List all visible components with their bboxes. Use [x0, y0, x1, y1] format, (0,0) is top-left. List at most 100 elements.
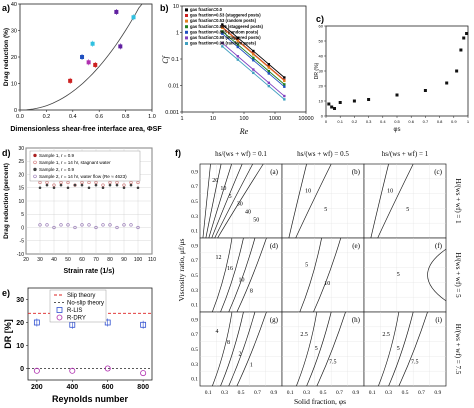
panel-d-point: [108, 183, 112, 187]
panel-b-point: [221, 26, 224, 30]
panel-f-contour-label: 5: [397, 346, 400, 352]
panel-f-ytick-label: 0.7: [191, 258, 198, 264]
panel-f-subpanel-label: (e): [352, 242, 360, 250]
panel-d-point: [52, 225, 56, 230]
panel-d-point: [38, 186, 42, 190]
panel-f-contour-label: 10: [305, 189, 311, 195]
panel-b-point: [221, 32, 224, 35]
panel-d-legend-entry: Sample 1, r = 0.9: [39, 153, 75, 158]
panel-c-xtick-label: 0.1: [337, 119, 343, 124]
panel-d: d) 20 30 40 50 60 70 80 90 100 110 -10 -5 0 5 10 15 20 25…: [0, 142, 160, 280]
panel-f-ytick-label: 0.1: [191, 303, 198, 309]
panel-a-ytick-label: 40: [11, 2, 17, 8]
panel-f-contour-label: 5: [324, 207, 327, 213]
panel-d-point: [122, 183, 126, 187]
panel-b-legend-marker: [185, 42, 188, 45]
panel-d-legend-entry: Sample 2, r = 14 hr, water flow (Re ≈ 46…: [39, 174, 127, 179]
panel-f-contour-line: [313, 237, 342, 313]
panel-e-ylabel: DR [%]: [3, 319, 13, 349]
panel-e-label: e): [2, 288, 10, 298]
panel-b-legend-marker: [185, 19, 188, 23]
panel-f-contour-line: [220, 311, 244, 387]
panel-d-xtick-label: 100: [134, 257, 143, 263]
panel-f-contour-line: [205, 163, 222, 239]
panel-b-ytick-label: 10: [173, 4, 179, 10]
panel-b-point: [283, 85, 286, 88]
panel-b-point: [221, 30, 224, 33]
panel-d-point: [87, 223, 91, 227]
panel-f-contour-label: 10: [387, 189, 393, 195]
panel-c-point: [395, 93, 399, 97]
panel-c-xtick-label: 0.9: [451, 119, 457, 124]
panel-b-legend-marker: [185, 8, 188, 12]
panel-c-label: c): [316, 14, 324, 24]
panel-f-contour-line: [220, 237, 244, 313]
panel-f-xtick-label: 0.3: [385, 390, 392, 396]
panel-f-contour-label: 2.5: [300, 332, 308, 338]
panel-e-frame: [27, 287, 153, 381]
panel-f-subplot-frame: [281, 163, 365, 239]
panel-d-ytick-label: 10: [18, 199, 24, 205]
panel-f-subpanel-label: (f): [435, 242, 443, 250]
panel-f-ytick-label: 0.5: [191, 347, 198, 353]
panel-f-col-header: hs/(ws + wf) = 0.5: [297, 150, 349, 158]
panel-f-contour-line: [228, 237, 256, 313]
panel-b-point: [252, 68, 255, 71]
panel-b-point: [283, 98, 286, 101]
panel-d-chart: d) 20 30 40 50 60 70 80 90 100 110 -10 -5 0 5 10 15 20 25…: [2, 146, 156, 275]
panel-d-legend-marker: [33, 174, 37, 179]
panel-e-rdry-point: [69, 367, 76, 374]
panel-d-point: [115, 180, 119, 185]
panel-b-xtick-label: 1000: [269, 116, 281, 122]
panel-f-contour-line: [377, 163, 414, 239]
panel-f-contour-label: 10: [238, 277, 244, 283]
panel-c-xtick-label: 0.4: [380, 119, 386, 124]
panel-a: a) 0.0 0.2 0.4 0.6 0.8 1.0 0 10 20 30 40 Drag redu…: [0, 0, 162, 140]
panel-f-contour-label: 7.5: [411, 360, 419, 366]
panel-b: b) 1 10 100 1000 10000 10 1 0.1 0.01 0.001 gas fr…: [158, 0, 314, 140]
panel-b-chart: b) 1 10 100 1000 10000 10 1 0.1 0.01 0.001 gas fr…: [160, 3, 314, 136]
panel-f-subplot-frame: [363, 163, 447, 239]
panel-b-point: [236, 36, 240, 39]
panel-d-point: [52, 183, 56, 187]
panel-d-legend-marker: [33, 167, 37, 172]
panel-a-xtick-label: 0.6: [95, 114, 103, 120]
panel-f-ytick-label: 0.9: [191, 169, 198, 175]
panel-b-ytick-label: 0.01: [168, 84, 179, 90]
panel-f-label: f): [175, 148, 181, 158]
panel-f-contour-line: [295, 163, 332, 239]
panel-a-xtick-label: 0.8: [122, 114, 130, 120]
panel-b-legend-entry: gas fraction=0.865 (staggered posts): [190, 24, 264, 29]
panel-f-contour-line: [296, 311, 318, 387]
panel-f-row-header: H/(ws + wf) = 7.5: [454, 324, 462, 375]
panel-a-point: [131, 15, 136, 20]
panel-a-ylabel: Drag reduction (%): [3, 28, 10, 86]
panel-b-point: [283, 76, 286, 79]
panel-d-xtick-label: 40: [51, 257, 57, 263]
panel-b-point: [221, 23, 224, 26]
panel-c-point: [445, 81, 449, 85]
panel-d-point: [129, 223, 133, 227]
panel-b-legend-entry: gas fraction=0.0: [190, 7, 223, 12]
panel-f-row-header: H/(ws + wf) = 1: [454, 178, 462, 224]
panel-f-chart: f) hs/(ws + wf) = 0.1 hs/(ws + wf) = 0.5 h…: [175, 148, 462, 406]
panel-c-point: [333, 107, 337, 110]
panel-d-point: [94, 183, 98, 187]
panel-b-legend-marker: [185, 25, 188, 29]
panel-e-legend-marker: [56, 314, 63, 321]
panel-c-xtick-label: 0: [325, 119, 328, 124]
panel-a-fit-curve: [19, 3, 152, 111]
panel-a-point: [90, 41, 95, 46]
panel-d-point: [45, 183, 49, 187]
panel-c-ytick-label: 10: [319, 99, 324, 104]
panel-d-xtick-label: 90: [121, 257, 127, 263]
panel-b-point: [283, 83, 286, 86]
panel-a-point: [118, 44, 123, 49]
panel-b-point: [252, 49, 255, 53]
panel-f-contour-line: [214, 163, 254, 239]
panel-b-legend-entry: gas fraction=0.53 (random posts): [190, 18, 257, 23]
panel-e-legend-entry: R-DRY: [67, 316, 86, 322]
panel-f-contour-line: [211, 311, 233, 387]
panel-d-point: [38, 223, 42, 227]
panel-d-point: [129, 180, 133, 185]
